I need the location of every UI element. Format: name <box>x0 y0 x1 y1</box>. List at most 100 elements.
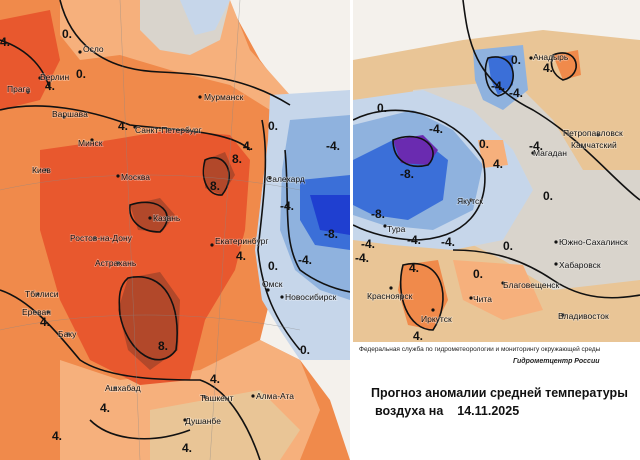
city-label-omsk: Омск <box>262 279 283 289</box>
city-label-saint-petersburg: Санкт-Петербург <box>135 125 202 135</box>
isoline-label: 4. <box>409 261 419 275</box>
isoline-label: -4. <box>491 79 505 93</box>
city-label-astrakhan: Астрахань <box>95 258 137 268</box>
left-anomaly-map: Осло Берлин Прага Варшава Минск Санкт-Пе… <box>0 0 350 460</box>
isoline-label: -4. <box>509 86 523 100</box>
isoline-label: 4. <box>182 441 192 455</box>
right-map-svg: Анадырь Петропавловск Камчатский Магадан… <box>353 0 640 342</box>
forecast-title-prefix: воздуха на <box>375 404 444 418</box>
city-label-tura: Тура <box>387 224 406 234</box>
isoline-label: 4. <box>413 329 423 342</box>
isolines-right <box>353 0 640 331</box>
isolines <box>0 0 350 460</box>
isoline-label: -8. <box>324 227 338 241</box>
panel-divider <box>350 0 353 460</box>
city-label-novosibirsk: Новосибирск <box>285 292 337 302</box>
city-labels-right: Анадырь Петропавловск Камчатский Магадан… <box>366 51 629 325</box>
very-cold-core <box>310 195 350 235</box>
city-label-yerevan: Ереван <box>22 307 51 317</box>
isoline-four-asia <box>89 419 191 440</box>
city-label-murmansk: Мурманск <box>204 92 244 102</box>
isoline-four-west <box>0 39 51 91</box>
city-label-anadyr: Анадырь <box>533 52 569 62</box>
isoline-label: 4. <box>236 249 246 263</box>
city-label-yuzhno-sakhalinsk: Южно-Сахалинск <box>559 237 628 247</box>
isoline-label: -8. <box>371 207 385 221</box>
isoline-label: -4. <box>355 251 369 265</box>
isoline-zero-north <box>59 0 291 106</box>
isoline-label: 0. <box>479 137 489 151</box>
isoline-label: -4. <box>529 139 543 153</box>
isoline-label: 8. <box>210 179 220 193</box>
forecast-title-line1: Прогноз аномалии средней температуры <box>371 386 628 400</box>
isoline-label: 4. <box>45 79 55 93</box>
city-label-yakutsk: Якутск <box>457 196 483 206</box>
strong-warm-central <box>40 130 250 385</box>
forecast-title-line2: воздуха на 14.11.2025 <box>375 404 519 418</box>
city-label-warsaw: Варшава <box>52 109 88 119</box>
isoline-label: -4. <box>280 199 294 213</box>
isoline-eight-volga <box>129 201 168 233</box>
city-label-tashkent: Ташкент <box>200 393 234 403</box>
city-label-moscow: Москва <box>121 172 150 182</box>
city-label-dushanbe: Душанбе <box>185 416 221 426</box>
isoline-labels-right: 0. -4. -4. 0. -4. -8. 4. -8. -4. 0. -4. … <box>355 53 553 342</box>
city-label-yekaterinburg: Екатеринбург <box>215 236 268 246</box>
isoline-label: 4. <box>543 61 553 75</box>
mild-warm-baikal <box>398 260 448 330</box>
city-label-chita: Чита <box>473 294 492 304</box>
city-label-khabarovsk: Хабаровск <box>559 260 601 270</box>
city-label-minsk: Минск <box>78 138 103 148</box>
city-label-salekhard: Салехард <box>266 174 305 184</box>
strong-warm-west <box>0 10 60 110</box>
isoline-label: -4. <box>298 253 312 267</box>
forecast-date: 14.11.2025 <box>457 404 520 418</box>
isoline-label: -4. <box>441 235 455 249</box>
left-map-svg: Осло Берлин Прага Варшава Минск Санкт-Пе… <box>0 0 350 460</box>
city-dots <box>26 50 284 422</box>
isoline-label: 4. <box>0 35 10 49</box>
isoline-four-south <box>0 289 261 460</box>
city-label-baku: Баку <box>58 329 77 339</box>
forecast-info-box: Федеральная служба по гидрометеорологии … <box>353 342 640 460</box>
city-label-prague: Прага <box>7 84 30 94</box>
city-label-krasnoyarsk: Красноярск <box>367 291 413 301</box>
extreme-warm-volga <box>130 198 175 232</box>
isoline-label: -4. <box>361 237 375 251</box>
center-name: Гидрометцентр России <box>513 358 600 365</box>
isoline-label: 0. <box>76 67 86 81</box>
isoline-label: 4. <box>243 139 253 153</box>
isoline-label: 0. <box>543 189 553 203</box>
city-label-almaty: Алма-Ата <box>256 391 294 401</box>
slight-cold-north <box>180 0 230 35</box>
isoline-label: 4. <box>100 401 110 415</box>
isoline-minus4 <box>284 149 350 293</box>
city-label-berlin: Берлин <box>40 72 69 82</box>
city-label-petropavlovsk: Петропавловск <box>563 128 623 138</box>
isoline-label: 0. <box>268 119 278 133</box>
city-label-ashgabat: Ашхабад <box>105 383 141 393</box>
city-label-tbilisi: Тбилиси <box>25 289 59 299</box>
isoline-label: 0. <box>62 27 72 41</box>
city-label-rostov: Ростов-на-Дону <box>70 233 133 243</box>
city-label-blagoveshchensk: Благовещенск <box>503 280 560 290</box>
cold-chukotka-core <box>488 55 513 95</box>
slight-warm-south <box>150 390 300 460</box>
isoline-label: 0. <box>511 53 521 67</box>
isoline-label: 0. <box>503 239 513 253</box>
isoline-zero-east <box>257 119 301 351</box>
city-labels: Осло Берлин Прага Варшава Минск Санкт-Пе… <box>6 43 337 427</box>
isoline-label: 0. <box>473 267 483 281</box>
city-label-vladivostok: Владивосток <box>558 311 609 321</box>
isoline-four-north <box>0 105 251 151</box>
city-label-kyiv: Киев <box>32 165 51 175</box>
city-label-irkutsk: Иркутск <box>421 314 452 324</box>
isoline-eight-caspian <box>118 276 178 361</box>
mild-warm-north <box>60 0 290 110</box>
isoline-label: -4. <box>429 122 443 136</box>
isoline-label: 8. <box>158 339 168 353</box>
mild-warm-okhotsk <box>478 140 508 168</box>
isoline-label: 0. <box>300 343 310 357</box>
isoline-label: -4. <box>407 233 421 247</box>
agency-name: Федеральная служба по гидрометеорологии … <box>359 346 601 353</box>
